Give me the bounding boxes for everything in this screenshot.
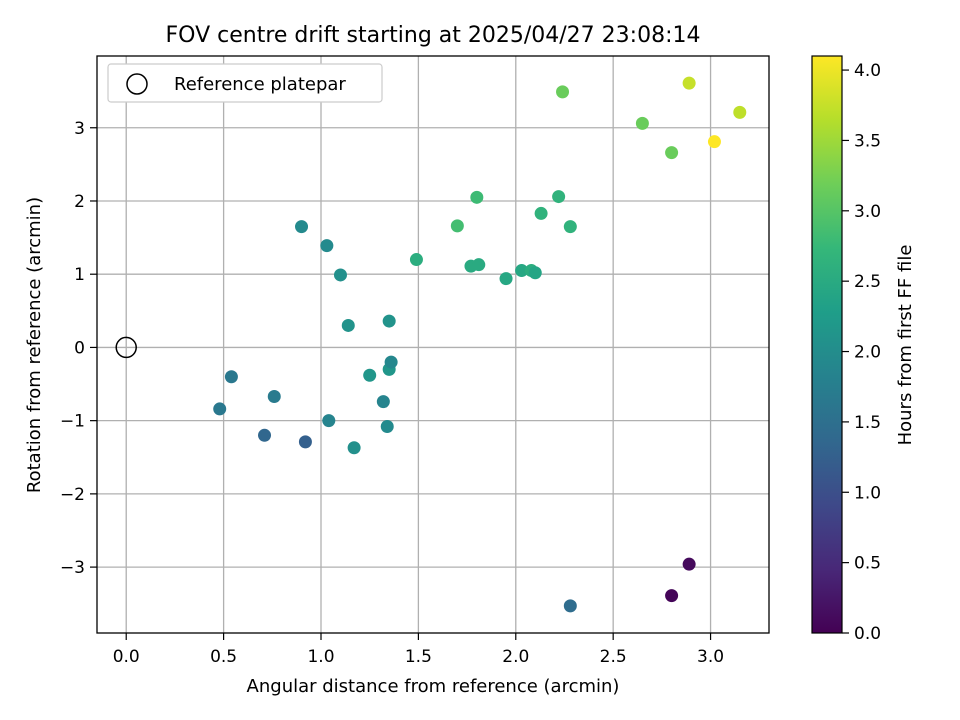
legend: Reference platepar: [107, 63, 383, 103]
data-point: [363, 368, 377, 382]
data-point: [409, 253, 423, 267]
y-tick-label: 3: [74, 119, 85, 139]
data-points: [213, 76, 747, 613]
colorbar-tick-label: 3.0: [854, 202, 881, 222]
y-tick-label: 0: [74, 338, 85, 358]
x-axis-ticks: 0.0 0.5 1.0 1.5 2.0 2.5 3.0: [113, 633, 724, 667]
x-tick-label: 0.0: [113, 647, 140, 667]
data-point: [534, 206, 548, 220]
data-point: [347, 441, 361, 455]
x-tick-label: 1.5: [405, 647, 432, 667]
data-point: [472, 258, 486, 272]
colorbar-tick-label: 2.0: [854, 343, 881, 363]
legend-box: [107, 63, 383, 103]
data-point: [707, 135, 721, 149]
y-tick-label: −3: [60, 558, 85, 578]
x-tick-label: 3.0: [697, 647, 724, 667]
data-point: [267, 389, 281, 403]
colorbar-tick-label: 3.5: [854, 131, 881, 151]
x-tick-label: 1.0: [307, 647, 334, 667]
y-tick-label: −1: [60, 412, 85, 432]
data-point: [635, 116, 649, 130]
x-tick-label: 2.0: [502, 647, 529, 667]
data-point: [380, 420, 394, 434]
data-point: [499, 272, 513, 286]
chart-title: FOV centre drift starting at 2025/04/27 …: [166, 23, 701, 48]
data-point: [333, 268, 347, 282]
x-tick-label: 2.5: [600, 647, 627, 667]
colorbar-ticks: 0.0 0.5 1.0 1.5 2.0 2.5 3.0 3.5 4.0: [842, 61, 881, 644]
y-axis-ticks: −3 −2 −1 0 1 2 3: [60, 119, 97, 578]
colorbar-tick-label: 0.5: [854, 554, 881, 574]
data-point: [665, 146, 679, 160]
colorbar-tick-label: 4.0: [854, 61, 881, 81]
data-point: [295, 220, 309, 234]
data-point: [552, 190, 566, 204]
data-point: [384, 355, 398, 369]
x-axis-label: Angular distance from reference (arcmin): [247, 676, 620, 697]
colorbar-tick-label: 1.5: [854, 413, 881, 433]
data-point: [563, 220, 577, 234]
data-point: [258, 428, 272, 442]
data-point: [682, 557, 696, 571]
y-tick-label: −2: [60, 485, 85, 505]
data-point: [665, 589, 679, 603]
data-point: [376, 395, 390, 409]
colorbar-gradient: [811, 55, 843, 634]
data-point: [320, 239, 334, 253]
y-tick-label: 2: [74, 192, 85, 212]
data-point: [224, 370, 238, 384]
data-point: [213, 402, 227, 416]
grid-lines: [97, 56, 769, 633]
data-point: [450, 219, 464, 233]
data-point: [563, 599, 577, 613]
colorbar-tick-label: 0.0: [854, 624, 881, 644]
colorbar: 0.0 0.5 1.0 1.5 2.0 2.5 3.0 3.5 4.0 Hours from f…: [811, 55, 916, 644]
legend-entry-label: Reference platepar: [174, 74, 346, 95]
data-point: [682, 76, 696, 90]
colorbar-tick-label: 1.0: [854, 483, 881, 503]
data-point: [470, 190, 484, 204]
y-axis-label: Rotation from reference (arcmin): [24, 197, 45, 493]
data-point: [298, 435, 312, 449]
data-point: [322, 414, 336, 428]
colorbar-tick-label: 2.5: [854, 272, 881, 292]
x-tick-label: 0.5: [210, 647, 237, 667]
data-point: [515, 264, 529, 278]
data-point: [382, 314, 396, 328]
data-point: [341, 318, 355, 332]
plot-frame: [96, 55, 770, 634]
data-point: [733, 105, 747, 119]
data-point: [528, 266, 542, 280]
reference-platepar-marker: [115, 336, 137, 359]
y-tick-label: 1: [74, 265, 85, 285]
colorbar-label: Hours from first FF file: [895, 245, 916, 446]
legend-reference-marker: [126, 73, 148, 95]
data-point: [556, 85, 570, 99]
